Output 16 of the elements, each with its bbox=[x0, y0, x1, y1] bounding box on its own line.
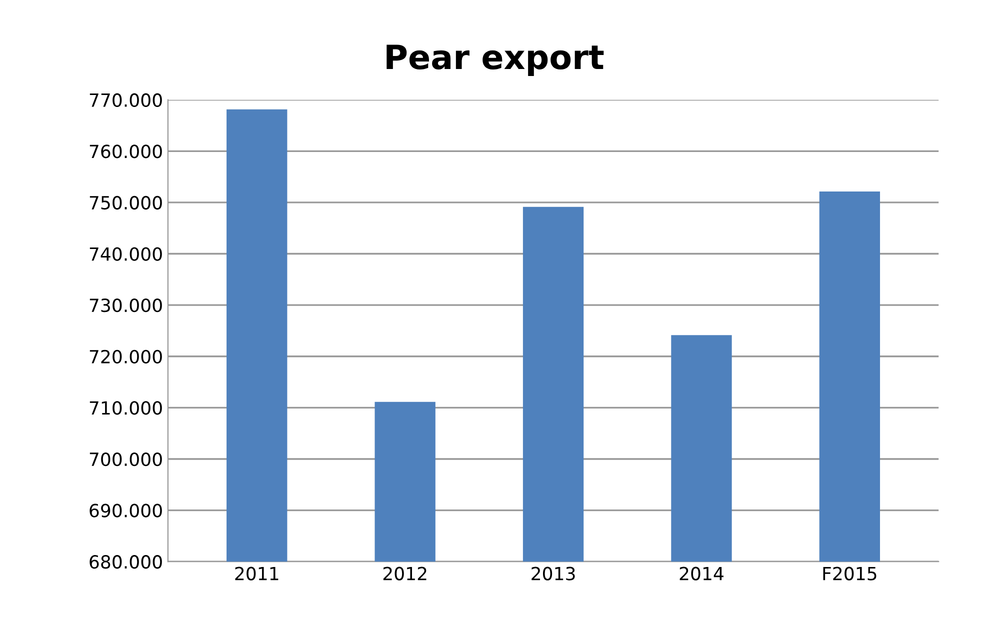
y-tick-label: 680.000 bbox=[90, 555, 162, 569]
y-tick-label: 690.000 bbox=[90, 504, 162, 518]
y-tick-label: 770.000 bbox=[90, 93, 162, 107]
chart-title: Pear export bbox=[386, 44, 604, 76]
x-tick-label: 2013 bbox=[532, 566, 575, 580]
y-tick-label: 740.000 bbox=[90, 247, 162, 261]
x-tick-label: 2014 bbox=[680, 566, 724, 580]
y-tick-label: 710.000 bbox=[90, 401, 162, 415]
y-tick-label: 720.000 bbox=[90, 350, 162, 364]
y-tick-label: 750.000 bbox=[90, 196, 162, 210]
x-tick-label: 2011 bbox=[235, 566, 278, 580]
y-tick-label: 760.000 bbox=[90, 144, 162, 158]
y-tick-label: 730.000 bbox=[90, 298, 162, 312]
x-tick-label: F2015 bbox=[823, 566, 876, 580]
y-tick-label: 700.000 bbox=[90, 452, 162, 466]
x-tick-label: 2012 bbox=[383, 566, 426, 580]
